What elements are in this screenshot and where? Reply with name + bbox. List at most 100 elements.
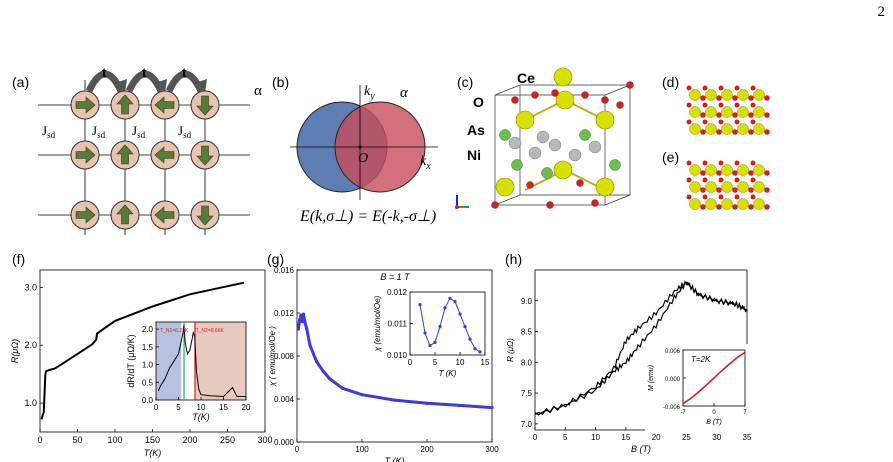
ce-atom	[753, 106, 765, 118]
spin-arrow-down-icon	[196, 145, 214, 166]
y-axis-label: R (μΩ)	[506, 338, 515, 362]
panel-label-d: (d)	[662, 74, 679, 90]
y-tick-label: 0.011	[388, 320, 408, 329]
x-tick-label: 20	[652, 433, 661, 442]
axes-indicator	[455, 195, 469, 209]
atom-label-ce: Ce	[517, 70, 535, 86]
o-atom	[716, 112, 722, 118]
ce-atom	[753, 198, 765, 210]
as-atom	[609, 159, 621, 171]
ce-atom	[737, 89, 749, 101]
o-atom	[748, 170, 754, 176]
ni-atom	[588, 140, 602, 154]
ce-atom	[705, 123, 717, 135]
o-atom	[511, 96, 519, 104]
tn2-annotation: T_N2=8.66K	[196, 328, 225, 334]
inset-background	[645, 344, 751, 432]
o-atom	[718, 119, 724, 125]
o-atom	[764, 187, 770, 193]
origin-label: O	[358, 151, 368, 166]
x-tick-label: 30	[712, 433, 721, 442]
x-tick-label: 20	[242, 403, 251, 412]
field-annotation: B = 1 T	[380, 272, 411, 282]
panel-label-b: (b)	[272, 74, 289, 90]
ce-atom	[737, 106, 749, 118]
panel-label-c: (c)	[457, 74, 473, 90]
spin-arrow-left-icon	[154, 146, 175, 164]
x-tick-label: 5	[433, 358, 438, 367]
y-axis-label: χ ( emu/mol/Oe )	[268, 326, 277, 387]
hopping-arrowhead	[115, 79, 127, 93]
atom-label-as: As	[467, 122, 485, 138]
ce-atom	[595, 110, 615, 130]
o-atom	[718, 160, 724, 166]
x-tick-label: 200	[182, 435, 197, 445]
as-atom	[541, 167, 553, 179]
y-tick-label: 1.0	[24, 398, 37, 408]
ce-atom	[555, 90, 575, 110]
ce-atom	[737, 123, 749, 135]
o-atom	[734, 160, 740, 166]
x-axis-label: B (T)	[631, 444, 651, 454]
ce-atom	[689, 164, 701, 176]
o-atom	[686, 160, 692, 166]
ce-atom	[753, 181, 765, 193]
o-atom	[734, 119, 740, 125]
o-atom	[702, 177, 708, 183]
ni-atom	[536, 130, 550, 144]
o-atom	[526, 181, 534, 189]
data-point	[457, 403, 462, 408]
o-atom	[734, 85, 740, 91]
spin-arrow-right-icon	[75, 146, 96, 164]
o-atom	[626, 81, 634, 89]
inset-x-label: B (T)	[706, 419, 722, 426]
o-atom	[491, 201, 499, 209]
o-atom	[748, 95, 754, 101]
ce-atom	[689, 123, 701, 135]
alpha-label-b: α	[400, 85, 409, 101]
o-atom	[764, 204, 770, 210]
jsd-label: Jsd	[178, 123, 192, 140]
o-atom	[616, 101, 624, 109]
spin-arrow-left-icon	[154, 206, 175, 224]
o-atom	[764, 95, 770, 101]
o-atom	[700, 187, 706, 193]
x-tick-label: 35	[743, 433, 752, 442]
ce-atom	[705, 89, 717, 101]
ce-atom	[689, 181, 701, 193]
o-atom	[748, 204, 754, 210]
magnetic-structure-d: (d)	[662, 74, 770, 135]
hopping-arrowhead	[155, 79, 167, 93]
y-tick-label: 3.0	[24, 282, 37, 292]
y-tick-label: 7.0	[521, 420, 533, 429]
atom-label-ni: Ni	[467, 147, 481, 163]
y-tick-label: 0.5	[142, 378, 154, 387]
ni-atom	[508, 136, 522, 150]
spin-arrow-left-icon	[154, 96, 175, 114]
y-tick-label: 2.0	[24, 340, 37, 350]
spin-arrow-up-icon	[116, 144, 134, 165]
o-atom	[716, 129, 722, 135]
y-tick-label: 0.0	[142, 396, 154, 405]
o-atom	[581, 91, 589, 99]
y-axis-label: R(μΩ)	[10, 339, 20, 363]
magnetoresistance-sweep	[534, 280, 748, 416]
ce-atom	[753, 123, 765, 135]
data-point	[305, 327, 309, 331]
ce-atom	[721, 89, 733, 101]
x-tick-label: 10	[197, 403, 206, 412]
chart-h: (h) 0 5 10 15 20 25 30 35 7.0 7.5 8.0 8.5 9.0 B (T) R (…	[505, 251, 752, 454]
spin-arrow-right-icon	[75, 206, 96, 224]
x-tick-label: 10	[456, 358, 465, 367]
x-tick-label: 250	[220, 435, 235, 445]
spin-lattice-diagram: (a) α t t t Jsd Jsd Jsd Jsd	[12, 65, 262, 235]
o-atom	[718, 85, 724, 91]
o-atom	[732, 204, 738, 210]
hopping-arrowhead	[195, 79, 207, 93]
inset-derivative-curve	[157, 325, 246, 398]
y-tick-label: 1.5	[142, 343, 154, 352]
o-atom	[748, 112, 754, 118]
o-atom	[601, 96, 609, 104]
ce-atom	[705, 198, 717, 210]
o-atom	[686, 194, 692, 200]
